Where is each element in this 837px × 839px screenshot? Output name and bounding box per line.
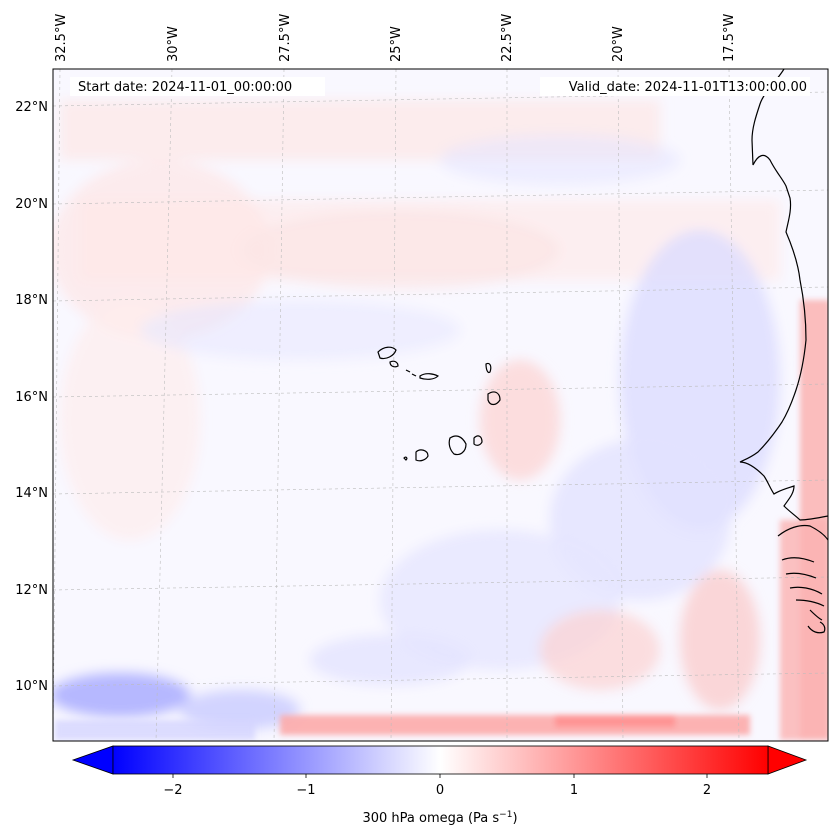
colorbar-gradient bbox=[112, 745, 769, 775]
colorbar-label-close: ) bbox=[512, 811, 517, 826]
lat-label: 12°N bbox=[15, 583, 48, 598]
lat-label: 18°N bbox=[15, 293, 48, 308]
lon-label: 25°W bbox=[389, 26, 404, 62]
cape-verde-islands bbox=[377, 346, 501, 462]
colorbar-label-main: 300 hPa omega (Pa s bbox=[362, 811, 499, 826]
valid-date-label: Valid_date: 2024-11-01T13:00:00.00 bbox=[569, 80, 807, 95]
colorbar-tick: 1 bbox=[570, 783, 578, 798]
colorbar-high-extend bbox=[767, 745, 808, 775]
lon-label: 30°W bbox=[166, 26, 181, 62]
lon-label: 20°W bbox=[611, 26, 626, 62]
lon-label: 32.5°W bbox=[54, 14, 69, 62]
colorbar-label: 300 hPa omega (Pa s−1) bbox=[362, 810, 517, 826]
lat-label: 22°N bbox=[15, 100, 48, 115]
lat-label: 14°N bbox=[15, 486, 48, 501]
colorbar: −2 −1 0 1 2 300 hPa omega (Pa s−1) bbox=[71, 745, 808, 826]
lon-label: 17.5°W bbox=[722, 14, 737, 62]
start-date-label: Start date: 2024-11-01_00:00:00 bbox=[78, 80, 292, 95]
lat-label: 16°N bbox=[15, 390, 48, 405]
lon-label: 27.5°W bbox=[278, 14, 293, 62]
colorbar-tick: 2 bbox=[703, 783, 711, 798]
colorbar-tick: 0 bbox=[436, 783, 444, 798]
latitude-labels: 22°N 20°N 18°N 16°N 14°N 12°N 10°N bbox=[15, 100, 48, 694]
colorbar-low-extend bbox=[71, 745, 114, 775]
colorbar-tick: −1 bbox=[296, 783, 315, 798]
colorbar-label-sup: −1 bbox=[499, 810, 512, 820]
omega-field bbox=[53, 69, 828, 741]
map-frame bbox=[52, 68, 829, 742]
colorbar-tick: −2 bbox=[163, 783, 182, 798]
longitude-labels: 32.5°W 30°W 27.5°W 25°W 22.5°W 20°W 17.5… bbox=[54, 14, 737, 62]
lat-label: 10°N bbox=[15, 679, 48, 694]
coastline bbox=[739, 69, 828, 634]
lon-label: 22.5°W bbox=[500, 14, 515, 62]
lat-label: 20°N bbox=[15, 197, 48, 212]
gridlines bbox=[53, 69, 828, 741]
